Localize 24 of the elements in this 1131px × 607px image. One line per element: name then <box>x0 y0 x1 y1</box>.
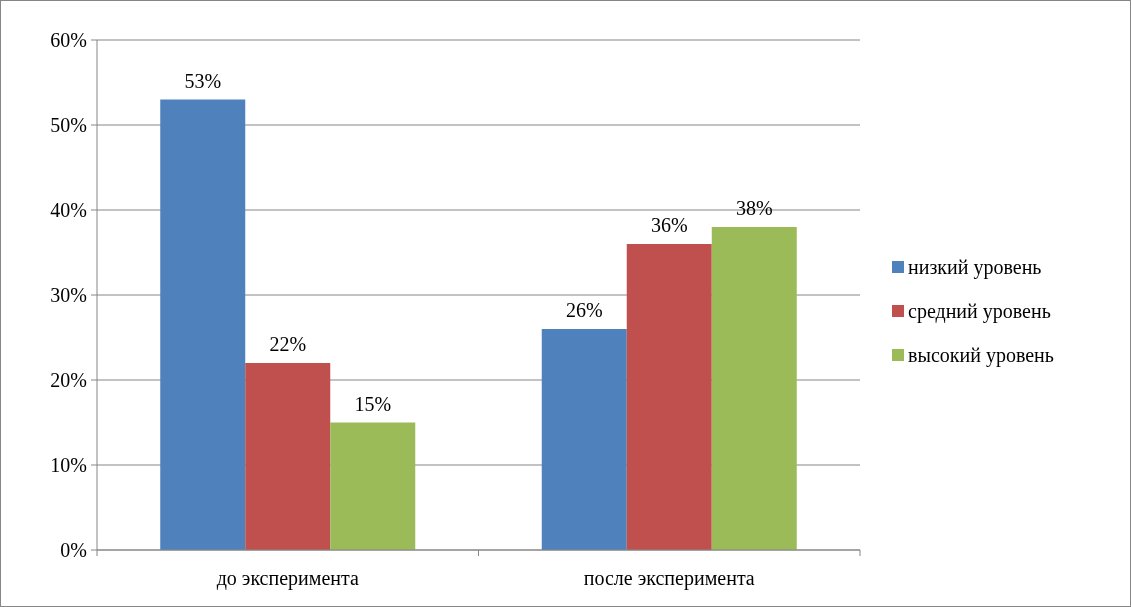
x-tick-label: после эксперимента <box>583 567 755 590</box>
bar <box>541 329 627 550</box>
y-tick-label: 20% <box>50 369 87 391</box>
bar <box>711 227 797 550</box>
y-tick-label: 60% <box>50 29 87 51</box>
y-tick-label: 30% <box>50 284 87 306</box>
y-tick-label: 10% <box>50 454 87 476</box>
legend-label: средний уровень <box>908 300 1051 323</box>
data-label: 38% <box>735 197 773 219</box>
y-tick-label: 0% <box>60 539 87 561</box>
y-tick-label: 50% <box>50 114 87 136</box>
data-label: 15% <box>354 392 392 415</box>
data-label: 53% <box>184 69 222 92</box>
legend-label: высокий уровень <box>908 344 1054 367</box>
data-label: 22% <box>269 333 307 355</box>
legend-label: низкий уровень <box>908 256 1042 279</box>
data-label: 36% <box>650 214 688 236</box>
bar <box>626 244 712 550</box>
data-label: 26% <box>565 299 603 321</box>
bar <box>160 99 246 550</box>
y-tick-label: 40% <box>50 199 87 221</box>
bar <box>330 422 416 550</box>
bar <box>245 363 331 550</box>
x-tick-label: до эксперимента <box>216 567 359 590</box>
